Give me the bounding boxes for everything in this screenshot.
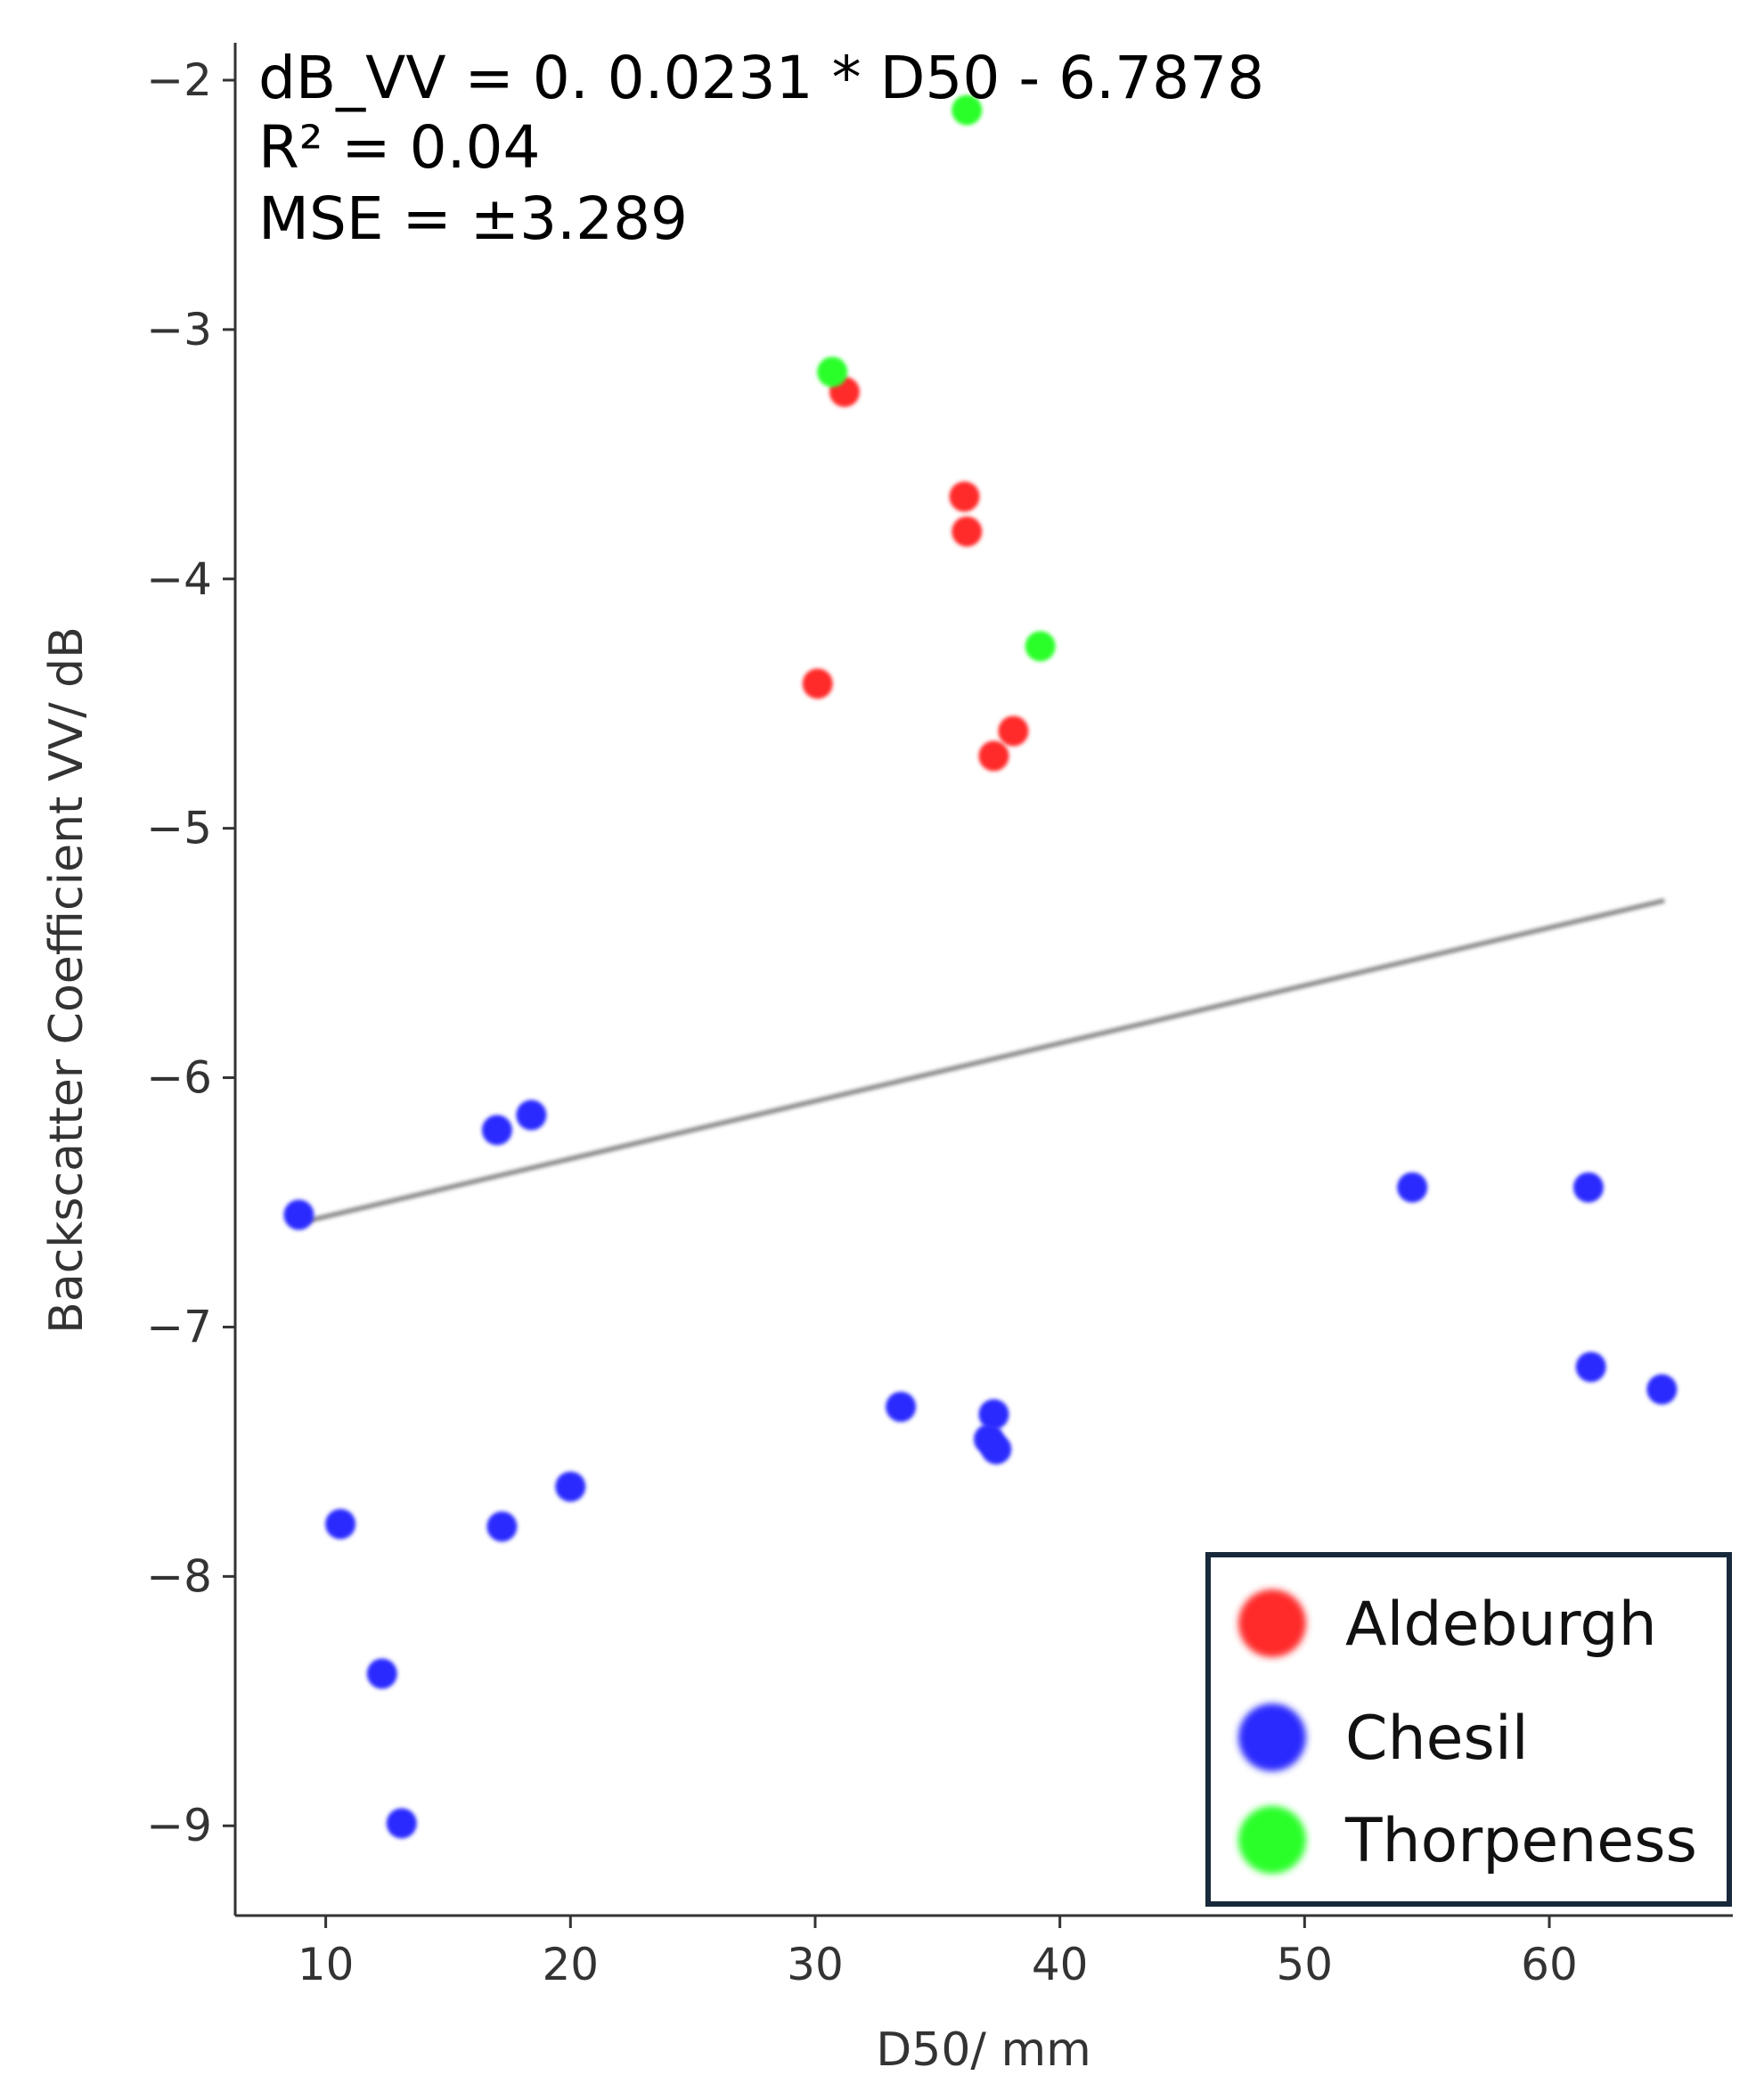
regression-line <box>300 898 1665 1225</box>
legend-marker-thorpeness <box>1238 1806 1306 1874</box>
point-thorpeness <box>817 356 848 388</box>
y-tick-label: −2 <box>146 54 212 106</box>
data-points <box>283 94 1678 1839</box>
point-chesil <box>1397 1172 1428 1203</box>
x-tick-label: 20 <box>542 1939 599 1990</box>
y-tick-label: −5 <box>146 803 212 854</box>
y-tick-label: −9 <box>146 1800 212 1851</box>
x-ticks: 10 20 30 40 50 60 <box>298 1916 1578 1990</box>
point-chesil <box>386 1808 417 1839</box>
point-thorpeness <box>952 94 983 126</box>
x-axis-label: D50/ mm <box>876 2023 1091 2077</box>
x-tick-label: 60 <box>1521 1939 1578 1990</box>
x-tick-label: 50 <box>1277 1939 1334 1990</box>
point-chesil <box>886 1392 917 1423</box>
point-chesil <box>481 1115 512 1146</box>
point-chesil <box>555 1471 586 1502</box>
point-aldeburgh <box>998 715 1029 747</box>
point-chesil <box>325 1508 356 1540</box>
point-chesil <box>981 1434 1012 1465</box>
point-chesil <box>486 1511 518 1542</box>
point-chesil <box>283 1199 314 1230</box>
y-ticks: −2 −3 −4 −5 −6 −7 −8 −9 <box>146 54 235 1851</box>
legend-marker-aldeburgh <box>1238 1589 1306 1657</box>
legend-label-thorpeness: Thorpeness <box>1344 1806 1697 1876</box>
x-tick-label: 40 <box>1032 1939 1089 1990</box>
y-tick-label: −4 <box>146 553 212 605</box>
x-tick-label: 30 <box>787 1939 844 1990</box>
legend-label-aldeburgh: Aldeburgh <box>1345 1589 1657 1660</box>
y-tick-label: −8 <box>146 1550 212 1602</box>
point-thorpeness <box>1025 631 1056 662</box>
annotation-equation: dB_VV = 0. 0.0231 * D50 - 6.7878 <box>258 44 1264 112</box>
regression-annotation: dB_VV = 0. 0.0231 * D50 - 6.7878 R² = 0.… <box>258 44 1264 253</box>
annotation-mse: MSE = ±3.289 <box>258 184 688 253</box>
point-aldeburgh <box>952 516 983 547</box>
point-chesil <box>978 1399 1009 1430</box>
point-aldeburgh <box>802 668 833 699</box>
point-chesil <box>366 1658 397 1689</box>
trendline-group <box>300 898 1665 1225</box>
y-tick-label: −3 <box>146 304 212 355</box>
legend: Aldeburgh Chesil Thorpeness <box>1205 1552 1732 1907</box>
axes <box>233 43 1733 1917</box>
legend-label-chesil: Chesil <box>1345 1704 1529 1774</box>
legend-marker-chesil <box>1238 1704 1306 1771</box>
y-tick-label: −7 <box>146 1301 212 1352</box>
x-tick-label: 10 <box>298 1939 355 1990</box>
point-chesil <box>1646 1374 1678 1405</box>
point-chesil <box>1572 1172 1604 1203</box>
point-chesil <box>516 1099 547 1131</box>
point-aldeburgh <box>978 740 1009 772</box>
y-tick-label: −6 <box>146 1052 212 1104</box>
point-aldeburgh <box>949 481 980 512</box>
annotation-r2: R² = 0.04 <box>258 113 541 182</box>
point-chesil <box>1575 1352 1606 1383</box>
y-axis-label: Backscatter Coefficient VV/ dB <box>40 626 94 1334</box>
